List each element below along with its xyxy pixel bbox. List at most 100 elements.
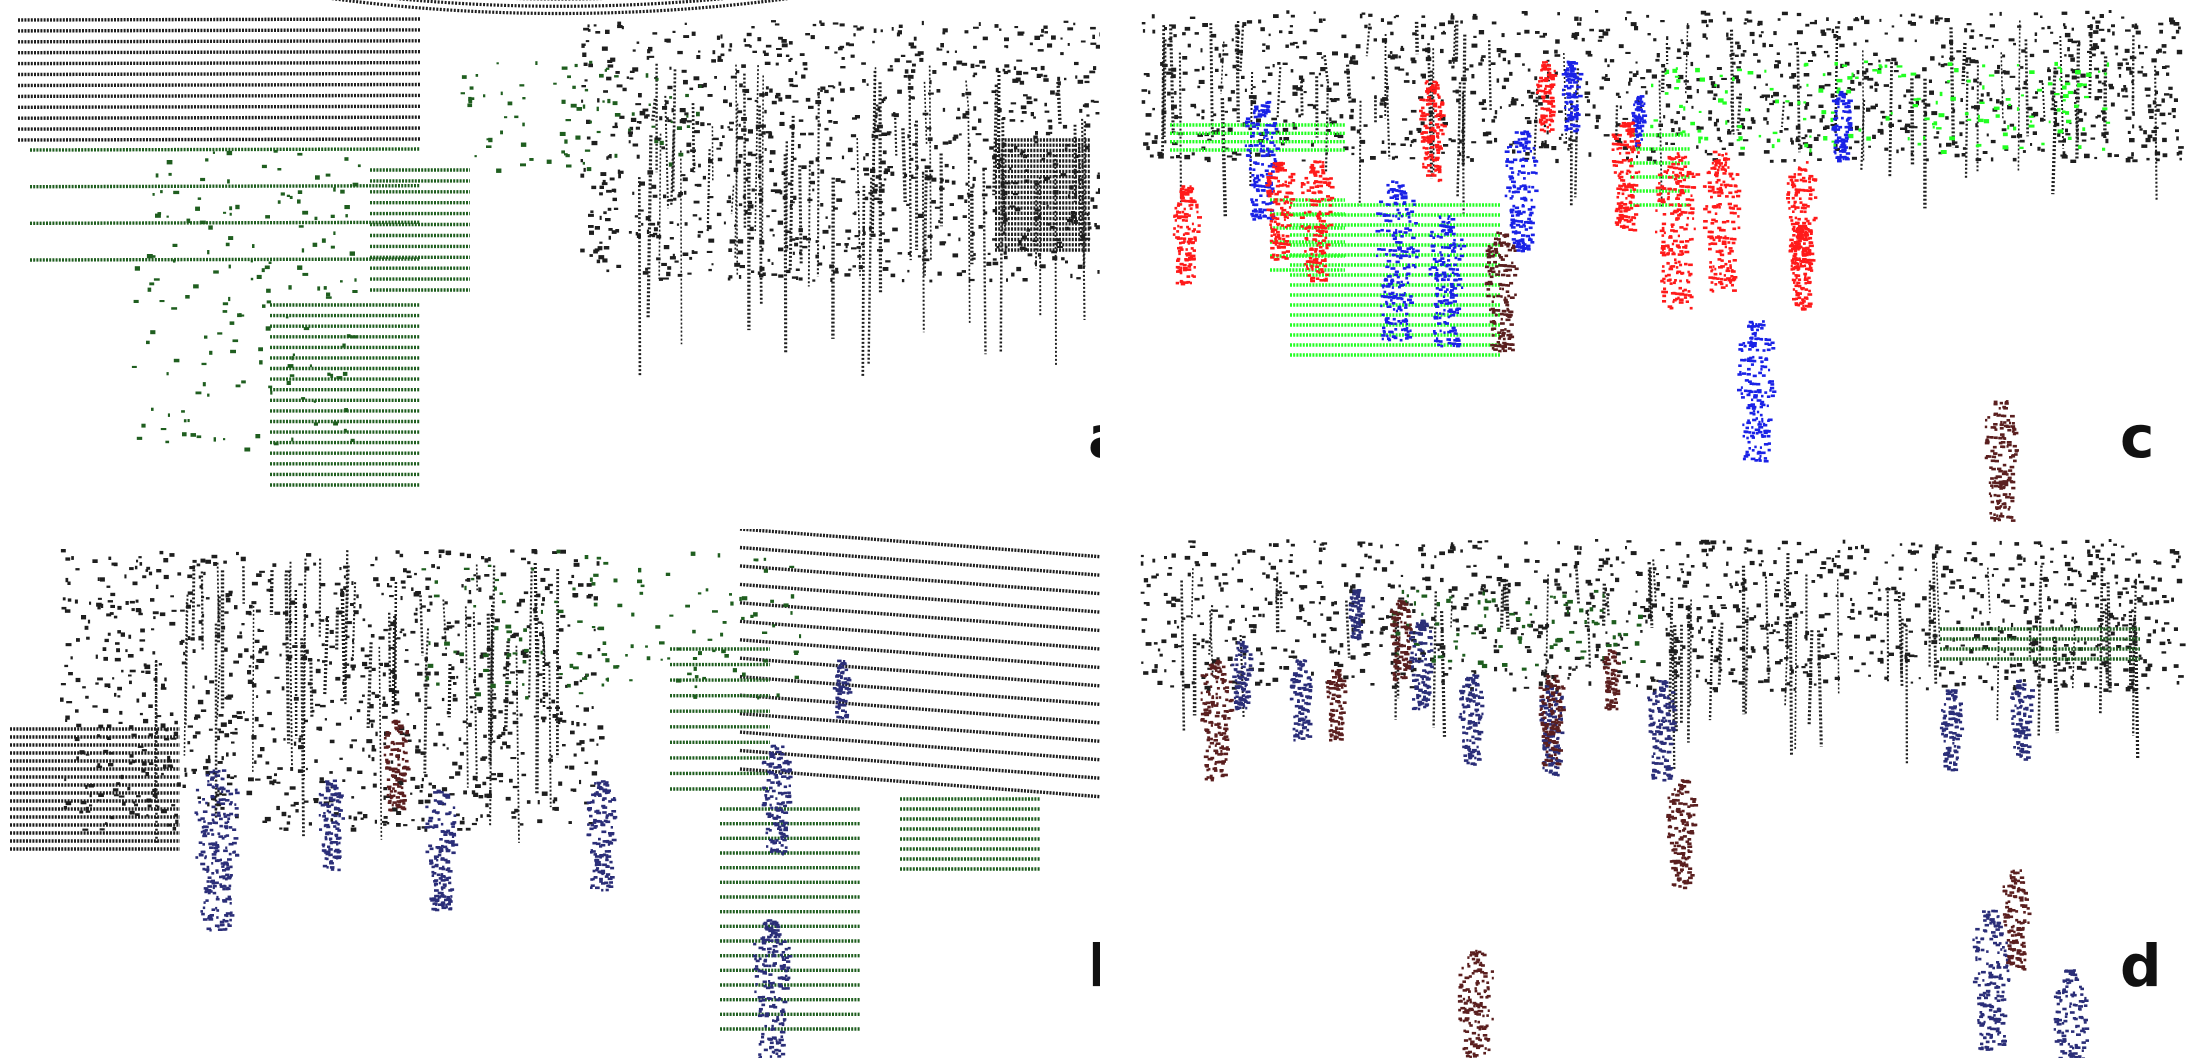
building-point — [434, 671, 439, 676]
car-points — [229, 206, 233, 211]
building-point — [503, 666, 507, 670]
building-point — [1043, 25, 1048, 29]
building-point — [1329, 646, 1332, 651]
building-point — [2003, 649, 2006, 653]
building-point — [1095, 112, 1100, 115]
building-point — [1451, 586, 1458, 591]
building-point — [106, 585, 111, 588]
vertical-streak — [1169, 24, 1175, 133]
building-point — [266, 775, 272, 780]
car-points — [799, 634, 802, 639]
building-point — [1077, 264, 1083, 269]
car-points — [173, 190, 180, 195]
building-point — [325, 617, 328, 621]
wall-scan — [17, 71, 421, 77]
vertical-streak — [1533, 88, 1539, 164]
building-point — [615, 229, 620, 233]
building-point — [2139, 657, 2143, 660]
vertical-streak — [2041, 82, 2046, 123]
car-points — [1653, 119, 1659, 122]
building-point — [1884, 32, 1888, 35]
building-point — [2167, 639, 2171, 642]
building-point — [2138, 125, 2142, 128]
building-point — [192, 559, 197, 563]
wall-scan — [739, 730, 1100, 762]
car-points — [540, 609, 543, 614]
building-point — [2067, 47, 2070, 52]
vertical-streak — [1178, 52, 1183, 203]
building-point — [1824, 612, 1831, 616]
building-point — [603, 211, 607, 215]
car-points — [225, 242, 230, 247]
building-point — [771, 262, 774, 265]
building-point — [163, 558, 169, 563]
building-point — [486, 776, 492, 779]
building-point — [1290, 543, 1295, 547]
building-point — [978, 118, 982, 123]
building-point — [454, 620, 460, 624]
building-point — [1394, 684, 1398, 688]
building-point — [2058, 140, 2065, 143]
car-points — [232, 339, 239, 343]
building-point — [357, 811, 363, 815]
building-point — [729, 121, 734, 125]
building-point — [2161, 44, 2167, 48]
building-point — [751, 153, 757, 157]
building-point — [764, 148, 767, 151]
building-point — [1854, 105, 1860, 110]
building-point — [1950, 580, 1956, 585]
building-point — [1231, 686, 1237, 690]
building-point — [737, 110, 743, 114]
building-point — [311, 689, 317, 694]
building-point — [1507, 589, 1511, 594]
car-points — [531, 568, 535, 571]
car-points — [187, 419, 190, 423]
building-point — [863, 167, 869, 172]
building-point — [1379, 115, 1383, 118]
building-point — [1430, 564, 1435, 569]
building-point — [1990, 686, 1994, 691]
building-point — [1024, 179, 1030, 183]
building-point — [2100, 543, 2104, 547]
car-points — [1858, 128, 1862, 132]
vertical-streak — [807, 161, 811, 287]
building-point — [815, 240, 818, 243]
building-point — [1381, 38, 1388, 43]
building-point — [1891, 57, 1897, 62]
building-point — [526, 800, 531, 804]
building-point — [893, 112, 896, 115]
building-point — [591, 185, 597, 190]
building-point — [2097, 114, 2101, 118]
car-points — [1950, 96, 1956, 101]
building-point — [1535, 560, 1540, 563]
building-point — [1213, 113, 1217, 117]
building-point — [652, 232, 658, 236]
car-points — [345, 214, 348, 218]
building-point — [1878, 588, 1881, 592]
car-points — [1898, 75, 1902, 78]
building-point — [1814, 19, 1817, 25]
building-point — [1712, 158, 1718, 162]
building-point — [1799, 144, 1803, 149]
building-point — [1268, 562, 1271, 566]
building-point — [319, 619, 325, 622]
building-point — [369, 719, 375, 723]
building-point — [593, 596, 598, 601]
building-point — [128, 674, 132, 677]
building-point — [1732, 75, 1739, 80]
car-points — [1979, 101, 1985, 104]
building-point — [1448, 667, 1452, 670]
building-point — [873, 189, 878, 194]
building-point — [1821, 114, 1825, 119]
building-point — [1390, 142, 1396, 146]
building-point — [1543, 579, 1549, 583]
building-point — [1597, 568, 1603, 571]
building-point — [1157, 648, 1161, 652]
building-point — [1065, 143, 1071, 147]
building-point — [648, 55, 655, 58]
building-point — [1719, 140, 1723, 143]
building-point — [1258, 19, 1262, 24]
building-point — [934, 206, 941, 209]
building-point — [2002, 618, 2005, 623]
building-point — [1060, 173, 1067, 177]
